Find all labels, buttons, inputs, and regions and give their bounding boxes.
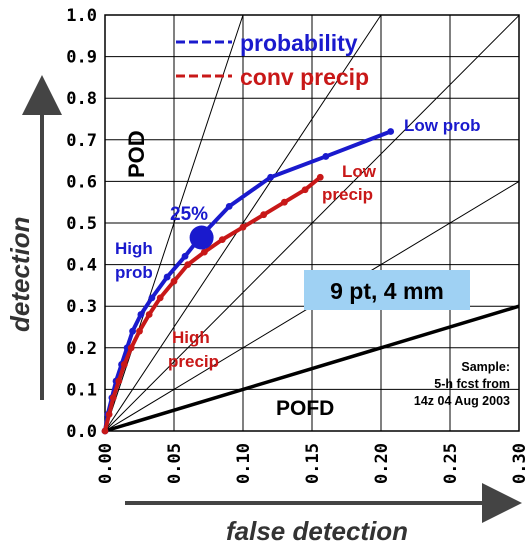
- data-point-probability-6: [129, 327, 137, 335]
- data-point-conv-precip-16: [301, 186, 309, 194]
- data-point-conv-precip-17: [316, 173, 324, 181]
- size-box: [304, 270, 470, 310]
- data-point-probability-8: [148, 294, 156, 302]
- high-prob-label-2: prob: [115, 263, 153, 282]
- data-point-conv-precip-9: [170, 277, 178, 285]
- low-prob-label: Low prob: [404, 116, 480, 135]
- x-tick-4: 0.20: [372, 443, 392, 484]
- data-point-probability-12: [225, 202, 233, 210]
- data-point-probability-15: [387, 128, 395, 135]
- data-point-conv-precip-8: [156, 294, 164, 302]
- y-tick-4: 0.4: [66, 256, 97, 276]
- x-tick-labels: 0.00 0.05 0.10 0.15 0.20 0.25 0.30: [96, 443, 530, 484]
- data-point-conv-precip-4: [120, 361, 128, 368]
- y-tick-labels: 0.0 0.1 0.2 0.3 0.4 0.5 0.6 0.7 0.8 0.9 1.0: [66, 6, 97, 442]
- data-point-conv-precip-2: [109, 394, 117, 402]
- series-line-conv-precip: [103, 175, 322, 432]
- highlight-point: [189, 225, 214, 250]
- high-precip-label-1: High: [172, 328, 210, 347]
- x-tick-3: 0.15: [303, 443, 323, 484]
- y-tick-2: 0.2: [66, 339, 97, 359]
- data-point-probability-14: [322, 153, 330, 160]
- pofd-line: [104, 304, 520, 433]
- data-point-conv-precip-15: [281, 198, 288, 206]
- data-point-conv-precip-14: [260, 211, 268, 219]
- data-point-probability-13: [267, 173, 274, 181]
- reference-line-2: [104, 15, 520, 432]
- data-point-conv-precip-1: [105, 410, 113, 418]
- data-point-probability-9: [163, 273, 171, 281]
- series-layer: [101, 128, 395, 435]
- x-tick-5: 0.25: [441, 443, 461, 484]
- y-axis-label: detection: [5, 216, 35, 332]
- legend-conv-precip-label: conv precip: [240, 64, 369, 90]
- data-point-conv-precip-12: [218, 236, 226, 244]
- x-tick-1: 0.05: [165, 443, 185, 484]
- y-tick-9: 0.9: [66, 48, 97, 68]
- data-point-probability-10: [181, 252, 189, 260]
- percent-label: 25%: [170, 204, 208, 225]
- pod-label: POD: [124, 130, 149, 178]
- legend-probability-label: probability: [240, 30, 358, 56]
- low-precip-label-2: precip: [322, 185, 373, 204]
- sample-note-3: 14z 04 Aug 2003: [414, 394, 510, 408]
- high-precip-label-2: precip: [168, 352, 219, 371]
- low-precip-label-1: Low: [342, 162, 377, 181]
- data-point-conv-precip-5: [127, 344, 135, 352]
- legend: probability conv precip: [176, 30, 369, 90]
- data-point-conv-precip-7: [145, 311, 153, 318]
- y-tick-10: 1.0: [66, 6, 97, 26]
- data-point-conv-precip-11: [200, 248, 208, 256]
- y-tick-7: 0.7: [66, 131, 97, 151]
- x-axis-label: false detection: [226, 516, 408, 546]
- high-prob-label-1: High: [115, 239, 153, 258]
- y-tick-3: 0.3: [66, 297, 97, 317]
- pofd-label: POFD: [276, 397, 334, 420]
- sample-note-1: Sample:: [461, 360, 510, 374]
- x-tick-6: 0.30: [510, 443, 530, 484]
- data-point-conv-precip-13: [239, 223, 247, 231]
- plot-frame: [104, 14, 520, 432]
- y-tick-5: 0.5: [66, 214, 97, 234]
- data-point-conv-precip-3: [115, 377, 123, 385]
- x-tick-0: 0.00: [96, 443, 116, 484]
- y-tick-6: 0.6: [66, 172, 97, 192]
- y-tick-8: 0.8: [66, 89, 97, 109]
- data-point-conv-precip-0: [101, 427, 109, 435]
- reference-line-1: [104, 14, 382, 432]
- x-tick-2: 0.10: [234, 443, 254, 484]
- reference-line-0: [104, 14, 244, 432]
- data-point-conv-precip-6: [136, 327, 143, 335]
- y-tick-0: 0.0: [66, 422, 97, 442]
- size-box-label: 9 pt, 4 mm: [330, 278, 444, 304]
- sample-note-2: 5-h fcst from: [434, 377, 510, 391]
- data-point-conv-precip-10: [184, 261, 192, 268]
- y-tick-1: 0.1: [66, 380, 97, 400]
- data-point-probability-7: [137, 311, 145, 318]
